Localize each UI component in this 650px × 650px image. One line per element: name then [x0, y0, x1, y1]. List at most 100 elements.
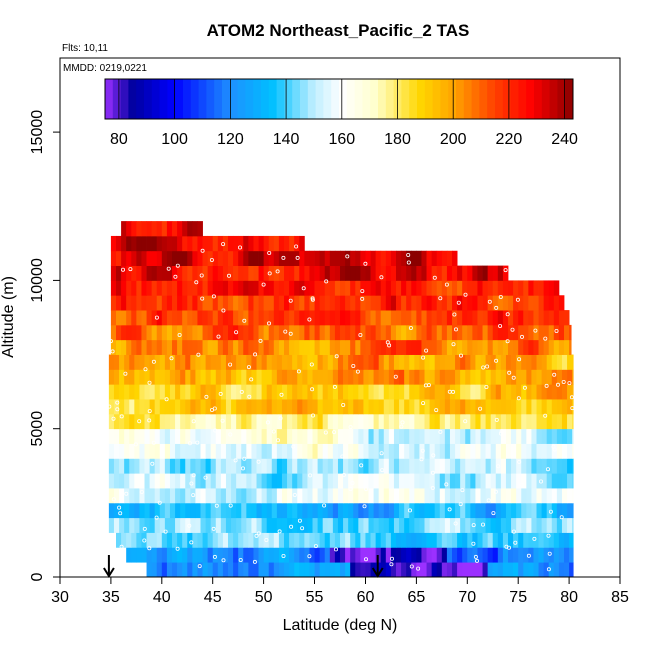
heatmap-cell [541, 458, 548, 474]
heatmap-cell [465, 517, 471, 533]
heatmap-cell [409, 473, 415, 489]
heatmap-cell [444, 488, 451, 504]
heatmap-cell [190, 473, 196, 489]
heatmap-cell [375, 250, 382, 266]
heatmap-cell [207, 235, 214, 252]
heatmap-cell [472, 339, 478, 355]
heatmap-cell [289, 235, 295, 252]
heatmap-cell [217, 295, 224, 311]
heatmap-cell [278, 265, 285, 281]
heatmap-cell [541, 428, 548, 444]
heatmap-cell [241, 369, 247, 385]
heatmap-cell [368, 458, 374, 474]
track-point [117, 505, 122, 510]
track-point [226, 273, 231, 278]
heatmap-cell [141, 221, 147, 237]
heatmap-cell [126, 221, 132, 237]
heatmap-cell [495, 399, 502, 415]
heatmap-cell [248, 547, 254, 563]
heatmap-cell [287, 369, 293, 385]
heatmap-cell [263, 295, 270, 311]
heatmap-cell [243, 235, 249, 252]
heatmap-cell [465, 369, 471, 385]
heatmap-cell [505, 443, 512, 459]
heatmap-cell [511, 384, 517, 400]
track-point [416, 566, 421, 571]
track-point [533, 328, 538, 333]
heatmap-cell [511, 369, 517, 385]
heatmap-cell [217, 547, 224, 563]
heatmap-cell [470, 369, 476, 385]
heatmap-cell [355, 265, 361, 281]
heatmap-cell [368, 488, 374, 504]
heatmap-cell [312, 369, 318, 385]
heatmap-cell [327, 473, 334, 489]
heatmap-cell [516, 354, 522, 370]
heatmap-cell [434, 369, 441, 385]
heatmap-cell [516, 413, 522, 430]
heatmap-cell [256, 502, 262, 519]
heatmap-cell [149, 399, 156, 415]
heatmap-cell [373, 502, 380, 519]
heatmap-cell [261, 384, 268, 400]
heatmap-cell [205, 517, 212, 533]
heatmap-cell [271, 473, 278, 489]
x-tick-label: 65 [408, 589, 426, 606]
heatmap-cell [200, 517, 206, 533]
heatmap-cell [246, 399, 252, 415]
heatmap-cell [314, 324, 321, 341]
heatmap-cell [281, 384, 288, 400]
heatmap-cell [536, 428, 542, 444]
heatmap-cell [553, 295, 560, 311]
heatmap-cell [523, 562, 529, 578]
track-point [267, 250, 272, 255]
track-point [546, 567, 551, 572]
heatmap-cell [241, 428, 247, 444]
heatmap-cell [180, 502, 186, 519]
heatmap-cell [482, 547, 489, 563]
track-point [213, 428, 218, 433]
heatmap-cell [404, 473, 410, 489]
heatmap-cell [383, 354, 390, 370]
heatmap-cell [287, 354, 293, 370]
heatmap-cell [327, 399, 334, 415]
heatmap-cell [521, 399, 527, 415]
track-point [151, 359, 156, 364]
heatmap-cell [263, 265, 270, 281]
heatmap-cell [467, 295, 473, 311]
heatmap-cell [169, 384, 176, 400]
track-point [486, 498, 491, 503]
heatmap-cell [225, 399, 232, 415]
heatmap-cell [497, 562, 504, 578]
heatmap-cell [343, 502, 349, 519]
heatmap-cell [287, 473, 293, 489]
heatmap-cell [207, 532, 214, 548]
heatmap-cell [297, 502, 303, 519]
colorbar-swatch [463, 79, 473, 119]
heatmap-cell [220, 384, 227, 400]
heatmap-cell [429, 443, 436, 459]
heatmap-cell [268, 295, 275, 311]
heatmap-cell [406, 324, 412, 341]
heatmap-cell [185, 399, 191, 415]
heatmap-cell [246, 502, 252, 519]
track-point [519, 482, 524, 487]
track-point [549, 241, 554, 246]
heatmap-cell [292, 413, 298, 430]
heatmap-cell [136, 235, 142, 252]
heatmap-cell [154, 428, 161, 444]
heatmap-cell [243, 339, 249, 355]
heatmap-cell [390, 310, 397, 326]
heatmap-cell [302, 473, 308, 489]
track-point [309, 362, 314, 367]
heatmap-row [110, 265, 509, 281]
heatmap-cell [513, 324, 519, 341]
heatmap-cell [390, 295, 397, 311]
heatmap-row [110, 250, 458, 266]
heatmap-cell [322, 428, 329, 444]
heatmap-cell [322, 502, 329, 519]
heatmap-cell [436, 324, 443, 341]
heatmap-cell [271, 502, 278, 519]
heatmap-cell [246, 473, 252, 489]
heatmap-cell [460, 413, 466, 430]
